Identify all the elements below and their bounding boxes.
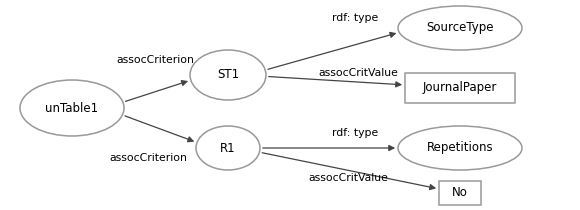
Text: No: No xyxy=(452,186,468,199)
Text: Repetitions: Repetitions xyxy=(427,142,494,155)
Text: SourceType: SourceType xyxy=(426,21,494,34)
Text: assocCriterion: assocCriterion xyxy=(116,55,194,65)
Ellipse shape xyxy=(398,126,522,170)
Ellipse shape xyxy=(196,126,260,170)
Ellipse shape xyxy=(398,6,522,50)
Text: assocCriterion: assocCriterion xyxy=(109,153,187,163)
Text: rdf: type: rdf: type xyxy=(332,13,378,23)
Text: assocCritValue: assocCritValue xyxy=(308,173,388,183)
Text: ST1: ST1 xyxy=(217,68,239,81)
Bar xyxy=(439,181,481,205)
Bar xyxy=(405,73,515,103)
Ellipse shape xyxy=(190,50,266,100)
Ellipse shape xyxy=(20,80,124,136)
Text: rdf: type: rdf: type xyxy=(332,128,378,138)
Text: assocCritValue: assocCritValue xyxy=(318,68,398,78)
Text: JournalPaper: JournalPaper xyxy=(423,81,497,94)
Text: R1: R1 xyxy=(220,142,236,155)
Text: unTable1: unTable1 xyxy=(45,101,99,114)
